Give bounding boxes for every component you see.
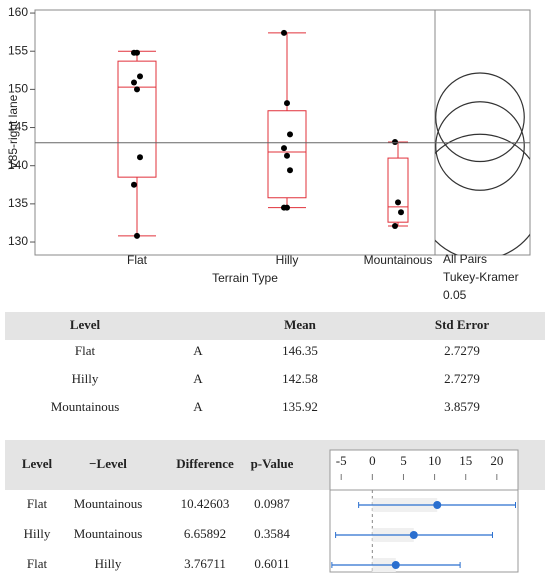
table-cell: 2.7279	[444, 371, 480, 386]
comparison-circles	[435, 72, 530, 255]
table-cell: Flat	[27, 556, 48, 571]
point	[134, 232, 140, 239]
x-tick-label: 15	[459, 453, 472, 468]
table-cell: 3.8579	[444, 399, 480, 414]
x-tick-label: 20	[490, 453, 503, 468]
table-cell: Hilly	[95, 556, 122, 571]
column-header: −Level	[89, 456, 127, 471]
table-cell: 2.7279	[444, 343, 480, 358]
y-axis-label: V85-right lane	[6, 94, 20, 169]
y-tick-label: 140	[8, 158, 28, 172]
y-tick-label: 130	[8, 234, 28, 248]
table-cell: A	[193, 371, 203, 386]
comparison-circle	[435, 133, 530, 255]
comparison-label: Tukey-Kramer	[443, 270, 519, 284]
box	[267, 110, 307, 199]
comparison-circle	[435, 101, 525, 191]
table-cell: 6.65892	[184, 526, 226, 541]
point	[284, 204, 290, 211]
point	[134, 49, 140, 56]
y-tick-label: 135	[8, 196, 28, 210]
x-tick-label: -5	[336, 453, 347, 468]
box	[387, 157, 409, 223]
table-header	[5, 312, 545, 340]
point	[284, 100, 290, 107]
point	[287, 131, 293, 138]
column-header: Difference	[176, 456, 234, 471]
difference-point	[433, 501, 442, 509]
difference-point	[391, 561, 400, 569]
point	[392, 222, 398, 229]
table-cell: 142.58	[282, 371, 318, 386]
column-header: Level	[22, 456, 53, 471]
table-cell: 0.6011	[254, 556, 289, 571]
table-cell: 3.76711	[184, 556, 226, 571]
table-cell: A	[193, 399, 203, 414]
point	[281, 145, 287, 152]
point	[281, 29, 287, 36]
column-header: Level	[70, 317, 101, 332]
x-tick-label: Hilly	[276, 253, 299, 267]
table-cell: Hilly	[72, 371, 99, 386]
difference-panel	[329, 449, 519, 573]
point	[284, 152, 290, 159]
point	[137, 154, 143, 161]
column-header: p-Value	[251, 456, 294, 471]
point	[131, 79, 137, 86]
comparison-label: 0.05	[443, 288, 467, 302]
table-cell: A	[193, 343, 203, 358]
box	[117, 60, 157, 178]
table-cell: Mountainous	[74, 496, 143, 511]
difference-point	[409, 531, 418, 539]
table-cell: Mountainous	[74, 526, 143, 541]
x-tick-label: Mountainous	[364, 253, 433, 267]
point	[131, 181, 137, 188]
table-cell: Hilly	[24, 526, 51, 541]
x-tick-label: Flat	[127, 253, 148, 267]
y-tick-label: 155	[8, 43, 28, 57]
y-tick-label: 145	[8, 120, 28, 134]
table-cell: 0.0987	[254, 496, 290, 511]
x-axis-label: Terrain Type	[212, 271, 278, 285]
comparison-circle	[435, 72, 525, 163]
table-cell: Flat	[75, 343, 96, 358]
y-tick-label: 160	[8, 5, 28, 19]
point	[395, 199, 401, 206]
point	[134, 86, 140, 93]
x-tick-label: 0	[369, 453, 376, 468]
table-cell: Mountainous	[51, 399, 120, 414]
table-cell: Flat	[27, 496, 48, 511]
table-cell: 10.42603	[181, 496, 230, 511]
y-tick-label: 150	[8, 82, 28, 96]
point	[137, 73, 143, 80]
x-tick-label: 5	[400, 453, 407, 468]
point	[287, 167, 293, 174]
point	[392, 139, 398, 146]
column-header: Mean	[284, 317, 317, 332]
table-cell: 0.3584	[254, 526, 290, 541]
point	[398, 209, 404, 216]
x-tick-label: 10	[428, 453, 441, 468]
column-header: Std Error	[435, 317, 490, 332]
comparison-label: All Pairs	[443, 252, 487, 266]
table-cell: 135.92	[282, 399, 318, 414]
plot-frame	[34, 9, 531, 256]
table-cell: 146.35	[282, 343, 318, 358]
